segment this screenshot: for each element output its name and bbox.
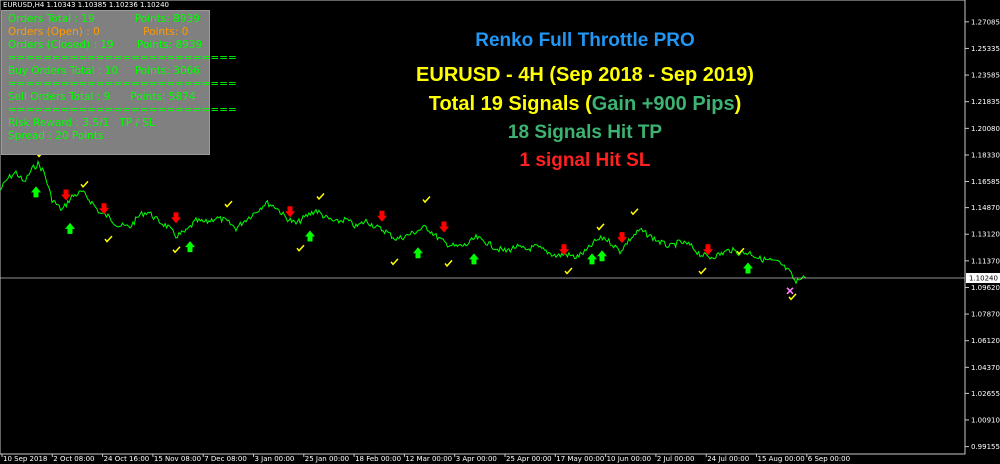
tp-check-icon — [422, 196, 431, 204]
current-price-box-bg — [966, 273, 1000, 284]
title-pair-period: EURUSD - 4H (Sep 2018 - Sep 2019) — [416, 64, 754, 86]
x-tick-label: 10 Jun 00:00 — [607, 455, 651, 463]
x-tick-label: 17 May 00:00 — [556, 455, 604, 463]
buy-arrow-icon — [305, 230, 315, 242]
x-axis: 10 Sep 2018 2 Oct 08:00 24 Oct 16:00 15 Nov… — [1, 454, 850, 463]
sell-arrow-icon — [377, 210, 387, 222]
x-tick-label: 15 Aug 00:00 — [758, 455, 805, 463]
tp-check-icon — [224, 200, 233, 208]
y-tick-label: 1.00910 — [971, 416, 1000, 424]
x-tick-label: 18 Feb 00:00 — [355, 455, 401, 463]
x-tick-label: 6 Sep 00:00 — [808, 455, 850, 463]
x-tick-label: 3 Apr 00:00 — [456, 455, 497, 463]
y-tick-label: 1.02655 — [971, 390, 1000, 398]
x-tick-label: 25 Jan 00:00 — [305, 455, 349, 463]
tp-check-icon — [564, 267, 573, 275]
stats-line-sell-orders: Sell Orders Total : 9 Points: 5874 — [8, 91, 196, 103]
x-tick-label: 25 Apr 00:00 — [506, 455, 552, 463]
stats-line-buy-orders: Buy Orders Total : 10 Points: 3066 — [8, 65, 200, 77]
tp-check-icon — [698, 267, 707, 275]
y-tick-label: 1.14870 — [971, 204, 1000, 212]
x-tick-label: 24 Oct 16:00 — [104, 455, 150, 463]
tp-check-icon — [444, 259, 453, 268]
tp-check-icon — [390, 258, 399, 266]
price-series-line — [0, 159, 807, 285]
buy-arrow-icon — [469, 253, 479, 265]
price-series — [0, 159, 807, 285]
x-tick-label: 3 Jan 00:00 — [255, 455, 295, 463]
x-tick-label: 10 Sep 2018 — [3, 455, 47, 463]
stats-line-orders-open: Orders (Open) : 0 Points: 0 — [8, 26, 189, 38]
tp-check-icon — [296, 244, 305, 252]
buy-arrow-icon — [185, 241, 195, 253]
y-tick-label: 1.11370 — [971, 257, 1000, 265]
title-hit-tp: 18 Signals Hit TP — [507, 122, 663, 143]
stats-divider: ========================== — [8, 52, 237, 64]
tp-check-icon — [630, 208, 639, 216]
sl-cross-icon — [786, 287, 794, 295]
tp-check-icon — [788, 293, 797, 301]
stats-line-orders-closed: Orders (Closed) : 19 Points: 8939 — [8, 39, 203, 51]
y-tick-label: 1.25335 — [971, 45, 1000, 53]
y-tick-label: 0.99155 — [971, 443, 1000, 451]
x-tick-label: 15 Nov 08:00 — [154, 455, 201, 463]
tp-check-icon — [172, 246, 181, 254]
tp-check-icon — [596, 223, 605, 231]
buy-arrow-icon — [597, 250, 607, 262]
y-tick-label: 1.09620 — [971, 284, 1000, 292]
y-tick-label: 1.23585 — [971, 72, 1000, 80]
tp-check-icon — [104, 235, 113, 243]
sell-arrow-icon — [617, 232, 627, 244]
x-tick-label: 24 Jul 00:00 — [707, 455, 749, 463]
buy-arrow-icon — [65, 222, 75, 234]
y-tick-label: 1.16585 — [971, 178, 1000, 186]
x-tick-label: 7 Dec 08:00 — [204, 455, 247, 463]
signals-gain-text: Gain +900 Pips — [591, 93, 735, 115]
y-tick-label: 1.20080 — [971, 125, 1000, 133]
stats-line-orders-total: Orders Total : 19 Points: 8939 — [8, 13, 200, 25]
signals-close-paren: ) — [734, 93, 742, 115]
buy-arrow-icon — [413, 247, 423, 259]
sell-arrow-icon — [99, 203, 109, 215]
stats-divider: ========================== — [8, 78, 237, 90]
tp-check-icon — [736, 247, 745, 255]
sell-arrow-icon — [439, 221, 449, 233]
buy-arrow-icon — [31, 186, 41, 198]
buy-arrow-icon — [743, 262, 753, 274]
title-signals: Total 19 Signals (Gain +900 Pips) — [350, 93, 820, 116]
y-axis: 1.288001.270851.253351.235851.218351.200… — [965, 0, 1000, 451]
stats-panel: Orders Total : 19 Points: 8939 Orders (O… — [1, 10, 237, 155]
x-tick-label: 12 Mar 00:00 — [405, 455, 452, 463]
y-tick-label: 1.27085 — [971, 18, 1000, 26]
signals-total-text: Total 19 Signals ( — [428, 93, 592, 115]
stats-line-risk-reward: Risk Reward : 3.5/1 TP / SL — [8, 117, 155, 129]
y-tick-label: 1.07870 — [971, 311, 1000, 319]
x-tick-label: 2 Oct 08:00 — [53, 455, 94, 463]
tp-check-icon — [316, 193, 325, 201]
x-tick-label: 2 Jul 00:00 — [657, 455, 695, 463]
sell-arrow-icon — [285, 206, 295, 218]
stats-divider: ========================== — [8, 104, 237, 116]
y-tick-label: 1.04370 — [971, 364, 1000, 372]
symbol-header: EURUSD,H4 1.10343 1.10385 1.10236 1.1024… — [3, 1, 169, 9]
tp-check-icon — [80, 180, 89, 188]
y-tick-label: 1.06120 — [971, 337, 1000, 345]
stats-line-spread: Spread : 20 Points — [8, 130, 104, 142]
y-tick-label: 1.21835 — [971, 98, 1000, 106]
title-product: Renko Full Throttle PRO — [475, 30, 695, 51]
sell-arrow-icon — [559, 244, 569, 256]
sell-arrow-icon — [171, 212, 181, 224]
sell-arrow-icon — [703, 244, 713, 256]
y-tick-label: 1.18330 — [971, 151, 1000, 159]
title-hit-sl: 1 signal Hit SL — [519, 150, 651, 171]
sell-arrow-icon — [61, 189, 71, 201]
buy-arrow-icon — [587, 253, 597, 265]
current-price-box: 1.10240 — [966, 273, 1000, 284]
current-price-label: 1.10240 — [969, 275, 998, 283]
y-tick-label: 1.13120 — [971, 231, 1000, 239]
